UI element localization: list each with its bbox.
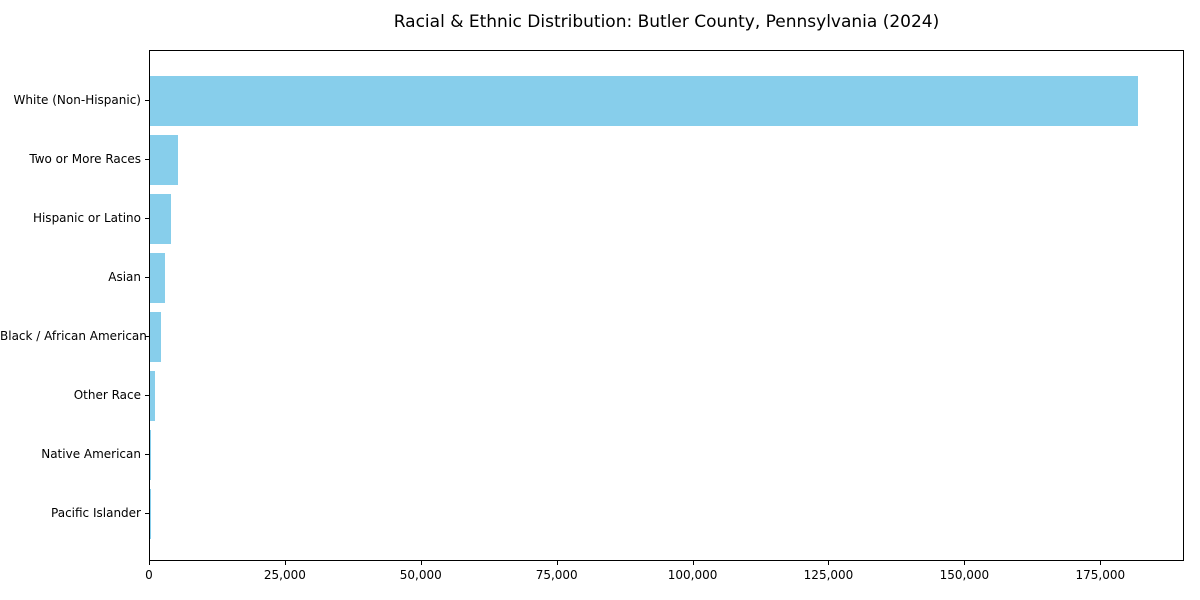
bar — [150, 312, 161, 362]
y-tick — [145, 100, 149, 101]
y-tick — [145, 513, 149, 514]
x-tick — [556, 561, 558, 565]
x-tick — [420, 561, 422, 565]
x-tick-label: 100,000 — [667, 568, 718, 582]
y-tick — [145, 159, 149, 160]
x-tick-label: 25,000 — [263, 568, 306, 582]
y-tick-label: Other Race — [73, 388, 141, 402]
x-tick — [284, 561, 286, 565]
chart-title: Racial & Ethnic Distribution: Butler Cou… — [393, 12, 940, 32]
x-tick — [828, 561, 830, 565]
x-tick-label: 175,000 — [1075, 568, 1126, 582]
y-tick-label: Pacific Islander — [51, 506, 141, 520]
x-tick — [964, 561, 966, 565]
y-tick-label: Asian — [108, 270, 141, 284]
x-tick-label: 50,000 — [399, 568, 442, 582]
bar — [150, 194, 172, 244]
y-tick-label: Black / African American — [0, 329, 147, 343]
y-tick-label: Two or More Races — [29, 152, 141, 166]
x-tick-label: 0 — [145, 568, 153, 582]
plot-area — [149, 50, 1184, 561]
bar — [150, 135, 179, 185]
bar — [150, 371, 155, 421]
y-tick — [145, 218, 149, 219]
y-tick — [145, 277, 149, 278]
x-tick — [1100, 561, 1102, 565]
x-tick-label: 125,000 — [803, 568, 854, 582]
bar — [150, 253, 166, 303]
y-tick-label: Native American — [41, 447, 141, 461]
x-tick-label: 150,000 — [939, 568, 990, 582]
y-tick-label: White (Non-Hispanic) — [13, 93, 141, 107]
bar — [150, 430, 152, 480]
y-tick — [145, 395, 149, 396]
x-tick — [149, 561, 150, 565]
x-tick-label: 75,000 — [535, 568, 578, 582]
y-tick-label: Hispanic or Latino — [32, 211, 141, 225]
x-tick — [692, 561, 694, 565]
y-tick — [145, 336, 149, 337]
bar — [150, 76, 1138, 126]
y-tick — [145, 454, 149, 455]
